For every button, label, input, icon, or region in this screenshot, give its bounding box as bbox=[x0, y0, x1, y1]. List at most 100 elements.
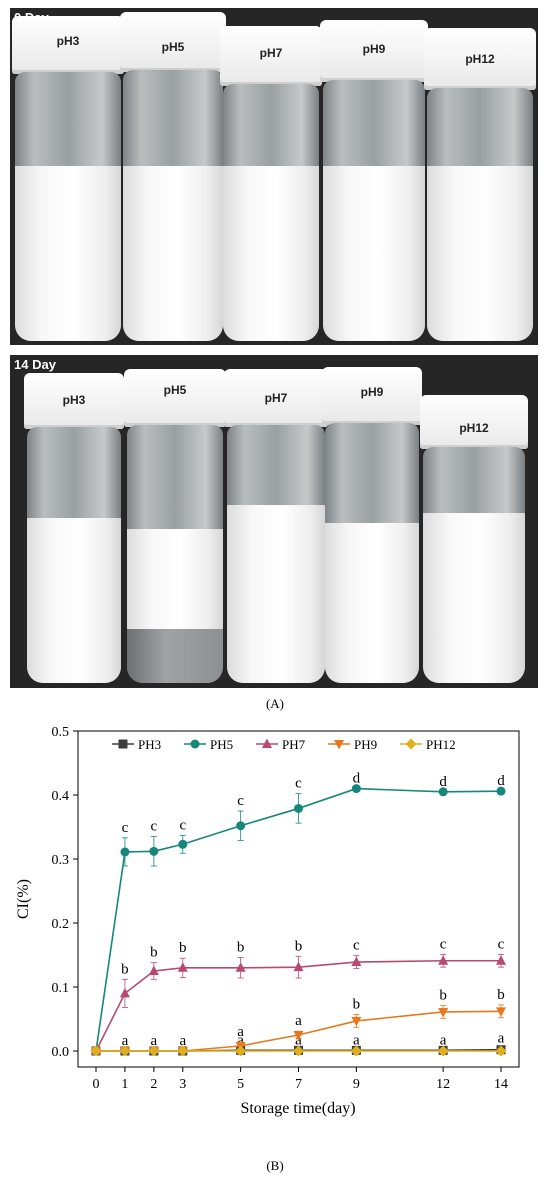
vial-label: pH9 bbox=[362, 42, 386, 56]
series-ph5: c c c c c d d d bbox=[91, 771, 506, 1056]
data-point bbox=[177, 962, 188, 972]
data-point bbox=[438, 955, 449, 965]
y-tick-label: 0.1 bbox=[52, 981, 70, 996]
emulsion-layer bbox=[123, 166, 223, 341]
y-tick-label: 0.5 bbox=[52, 725, 70, 740]
x-tick-label: 0 bbox=[93, 1077, 100, 1092]
data-point bbox=[235, 1045, 247, 1057]
vial-cap: pH5 bbox=[120, 12, 226, 72]
y-tick-label: 0.2 bbox=[52, 917, 70, 932]
significance-letter: a bbox=[295, 1013, 302, 1029]
data-point bbox=[149, 846, 159, 856]
significance-letter: c bbox=[353, 938, 360, 954]
significance-letter: a bbox=[151, 1033, 158, 1049]
data-point bbox=[438, 787, 448, 797]
serum-layer bbox=[127, 629, 223, 683]
significance-letter: c bbox=[440, 936, 447, 952]
photo-day-0: 0 Day pH3 pH5 pH7 pH9 pH12 bbox=[10, 8, 538, 345]
significance-letter: a bbox=[122, 1033, 129, 1049]
vial-cap: pH12 bbox=[420, 395, 528, 449]
significance-letter: b bbox=[237, 940, 245, 956]
vial-cap: pH5 bbox=[124, 369, 226, 427]
data-point bbox=[90, 1045, 102, 1057]
data-point bbox=[120, 847, 130, 857]
significance-letter: d bbox=[497, 773, 505, 789]
vial-glass bbox=[27, 427, 121, 683]
vial-cap: pH12 bbox=[424, 28, 536, 90]
vial-cap: pH3 bbox=[12, 16, 124, 74]
data-point bbox=[496, 786, 506, 796]
legend-marker bbox=[118, 739, 128, 749]
vial: pH7 bbox=[220, 26, 322, 341]
emulsion-layer bbox=[127, 529, 223, 629]
data-point bbox=[351, 784, 361, 794]
ci-line-chart: 0.00.10.20.30.40.5 0 1 2 3 5 7 9 12 14 CI(%) Sto… bbox=[15, 725, 520, 1117]
significance-letter: c bbox=[498, 936, 505, 952]
vial-cap: pH7 bbox=[224, 369, 328, 427]
vial-label: pH7 bbox=[259, 46, 283, 60]
day-label: 14 Day bbox=[14, 357, 56, 372]
significance-letter: b bbox=[353, 997, 361, 1013]
data-point bbox=[235, 962, 246, 972]
data-point bbox=[496, 1007, 506, 1017]
data-point bbox=[293, 961, 304, 972]
significance-letter: d bbox=[439, 774, 447, 790]
data-point bbox=[495, 1045, 507, 1057]
data-point bbox=[351, 1016, 362, 1027]
series-layer: aaaaaaaacccccdddbbbbbcccaabbb bbox=[90, 771, 507, 1057]
x-axis: 0 1 2 3 5 7 9 12 14 bbox=[93, 1067, 508, 1092]
vial: pH9 bbox=[322, 367, 422, 683]
y-tick-label: 0.3 bbox=[52, 853, 70, 868]
data-point bbox=[496, 955, 506, 965]
vial-glass bbox=[223, 84, 319, 341]
data-point bbox=[119, 1045, 131, 1057]
y-axis-label: CI(%) bbox=[15, 879, 32, 919]
vial: pH5 bbox=[120, 12, 226, 341]
significance-letter: a bbox=[237, 1024, 244, 1040]
series-ph12 bbox=[90, 1045, 507, 1057]
legend: PH3 PH5 PH7 PH9 PH12 bbox=[112, 737, 456, 752]
significance-letter: b bbox=[439, 988, 447, 1004]
significance-letter: c bbox=[295, 776, 302, 792]
significance-letter: a bbox=[353, 1032, 360, 1048]
emulsion-layer bbox=[223, 166, 319, 341]
vial-glass bbox=[127, 425, 223, 683]
vial-label: pH3 bbox=[62, 393, 86, 407]
data-point bbox=[293, 1031, 304, 1041]
legend-label: PH5 bbox=[210, 737, 233, 752]
vial-label: pH12 bbox=[459, 421, 489, 435]
significance-letter: c bbox=[179, 817, 186, 833]
significance-letter: d bbox=[353, 771, 361, 787]
data-point bbox=[119, 987, 130, 998]
data-point bbox=[350, 1045, 362, 1057]
significance-letter: c bbox=[237, 793, 244, 809]
vial-cap: pH7 bbox=[220, 26, 322, 86]
vial: pH12 bbox=[420, 395, 528, 683]
emulsion-layer bbox=[423, 513, 525, 683]
panel-a-caption: (A) bbox=[265, 696, 285, 711]
data-point bbox=[148, 1045, 160, 1057]
vial: pH3 bbox=[24, 373, 124, 683]
emulsion-layer bbox=[427, 166, 533, 341]
vial: pH12 bbox=[424, 28, 536, 341]
significance-letter: b bbox=[150, 945, 158, 961]
legend-label: PH12 bbox=[426, 737, 456, 752]
vial-cap: pH9 bbox=[320, 20, 428, 82]
vial-glass bbox=[325, 423, 419, 683]
significance-letter: c bbox=[122, 820, 129, 836]
legend-marker bbox=[334, 740, 344, 750]
emulsion-layer bbox=[15, 166, 121, 341]
legend-marker bbox=[262, 738, 272, 748]
x-tick-label: 3 bbox=[179, 1077, 186, 1092]
x-tick-label: 2 bbox=[150, 1077, 157, 1092]
vial-label: pH5 bbox=[163, 383, 187, 397]
x-tick-label: 14 bbox=[494, 1077, 508, 1092]
significance-letter: b bbox=[121, 961, 129, 977]
vial: pH9 bbox=[320, 20, 428, 341]
x-tick-label: 9 bbox=[353, 1077, 360, 1092]
data-point bbox=[148, 965, 159, 975]
significance-letter: a bbox=[498, 1030, 505, 1046]
emulsion-layer bbox=[27, 518, 121, 683]
vial-glass bbox=[123, 70, 223, 341]
legend-label: PH9 bbox=[354, 737, 377, 752]
